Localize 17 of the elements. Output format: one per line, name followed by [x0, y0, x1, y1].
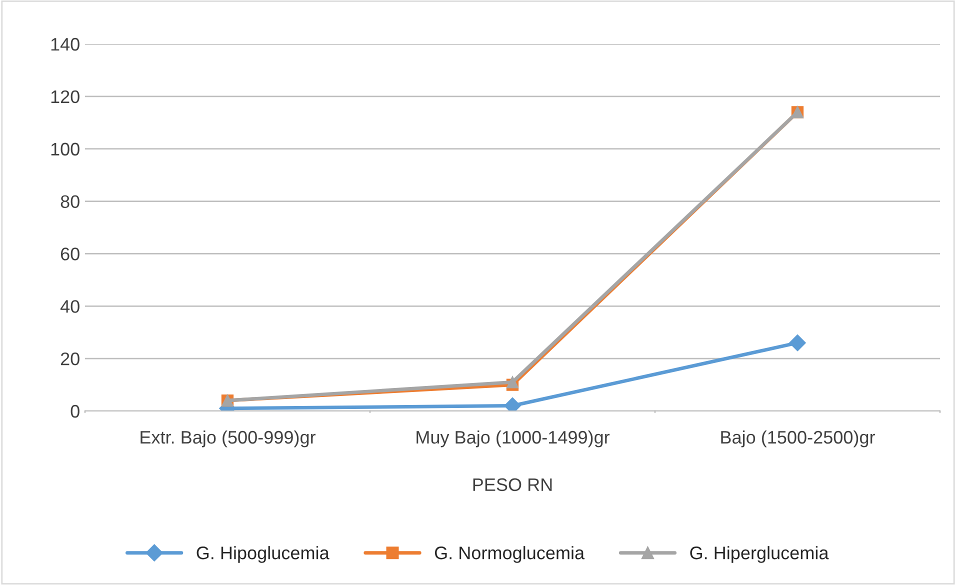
legend-label: G. Normoglucemia [434, 546, 585, 563]
x-tick-label: Extr. Bajo (500-999)gr [140, 430, 316, 448]
y-tick-label: 60 [60, 248, 80, 260]
x-tick-label: Muy Bajo (1000-1499)gr [416, 430, 610, 448]
y-tick-label: 140 [51, 38, 80, 51]
point [506, 376, 519, 388]
point [789, 334, 806, 352]
y-tick-label: 100 [51, 142, 80, 156]
legend-label: G. Hiperglucemia [690, 546, 829, 563]
y-tick-label: 40 [60, 300, 80, 313]
y-tick-label: 120 [51, 90, 80, 104]
legend-label: G. Hipoglucemia [196, 546, 330, 563]
x-axis-title: PESO RN [473, 478, 552, 492]
y-tick-label: 20 [60, 352, 80, 366]
y-tick-label: 80 [60, 195, 80, 208]
y-tick-label: 0 [70, 404, 80, 418]
x-tick-label: Bajo (1500-2500)gr [721, 430, 875, 448]
